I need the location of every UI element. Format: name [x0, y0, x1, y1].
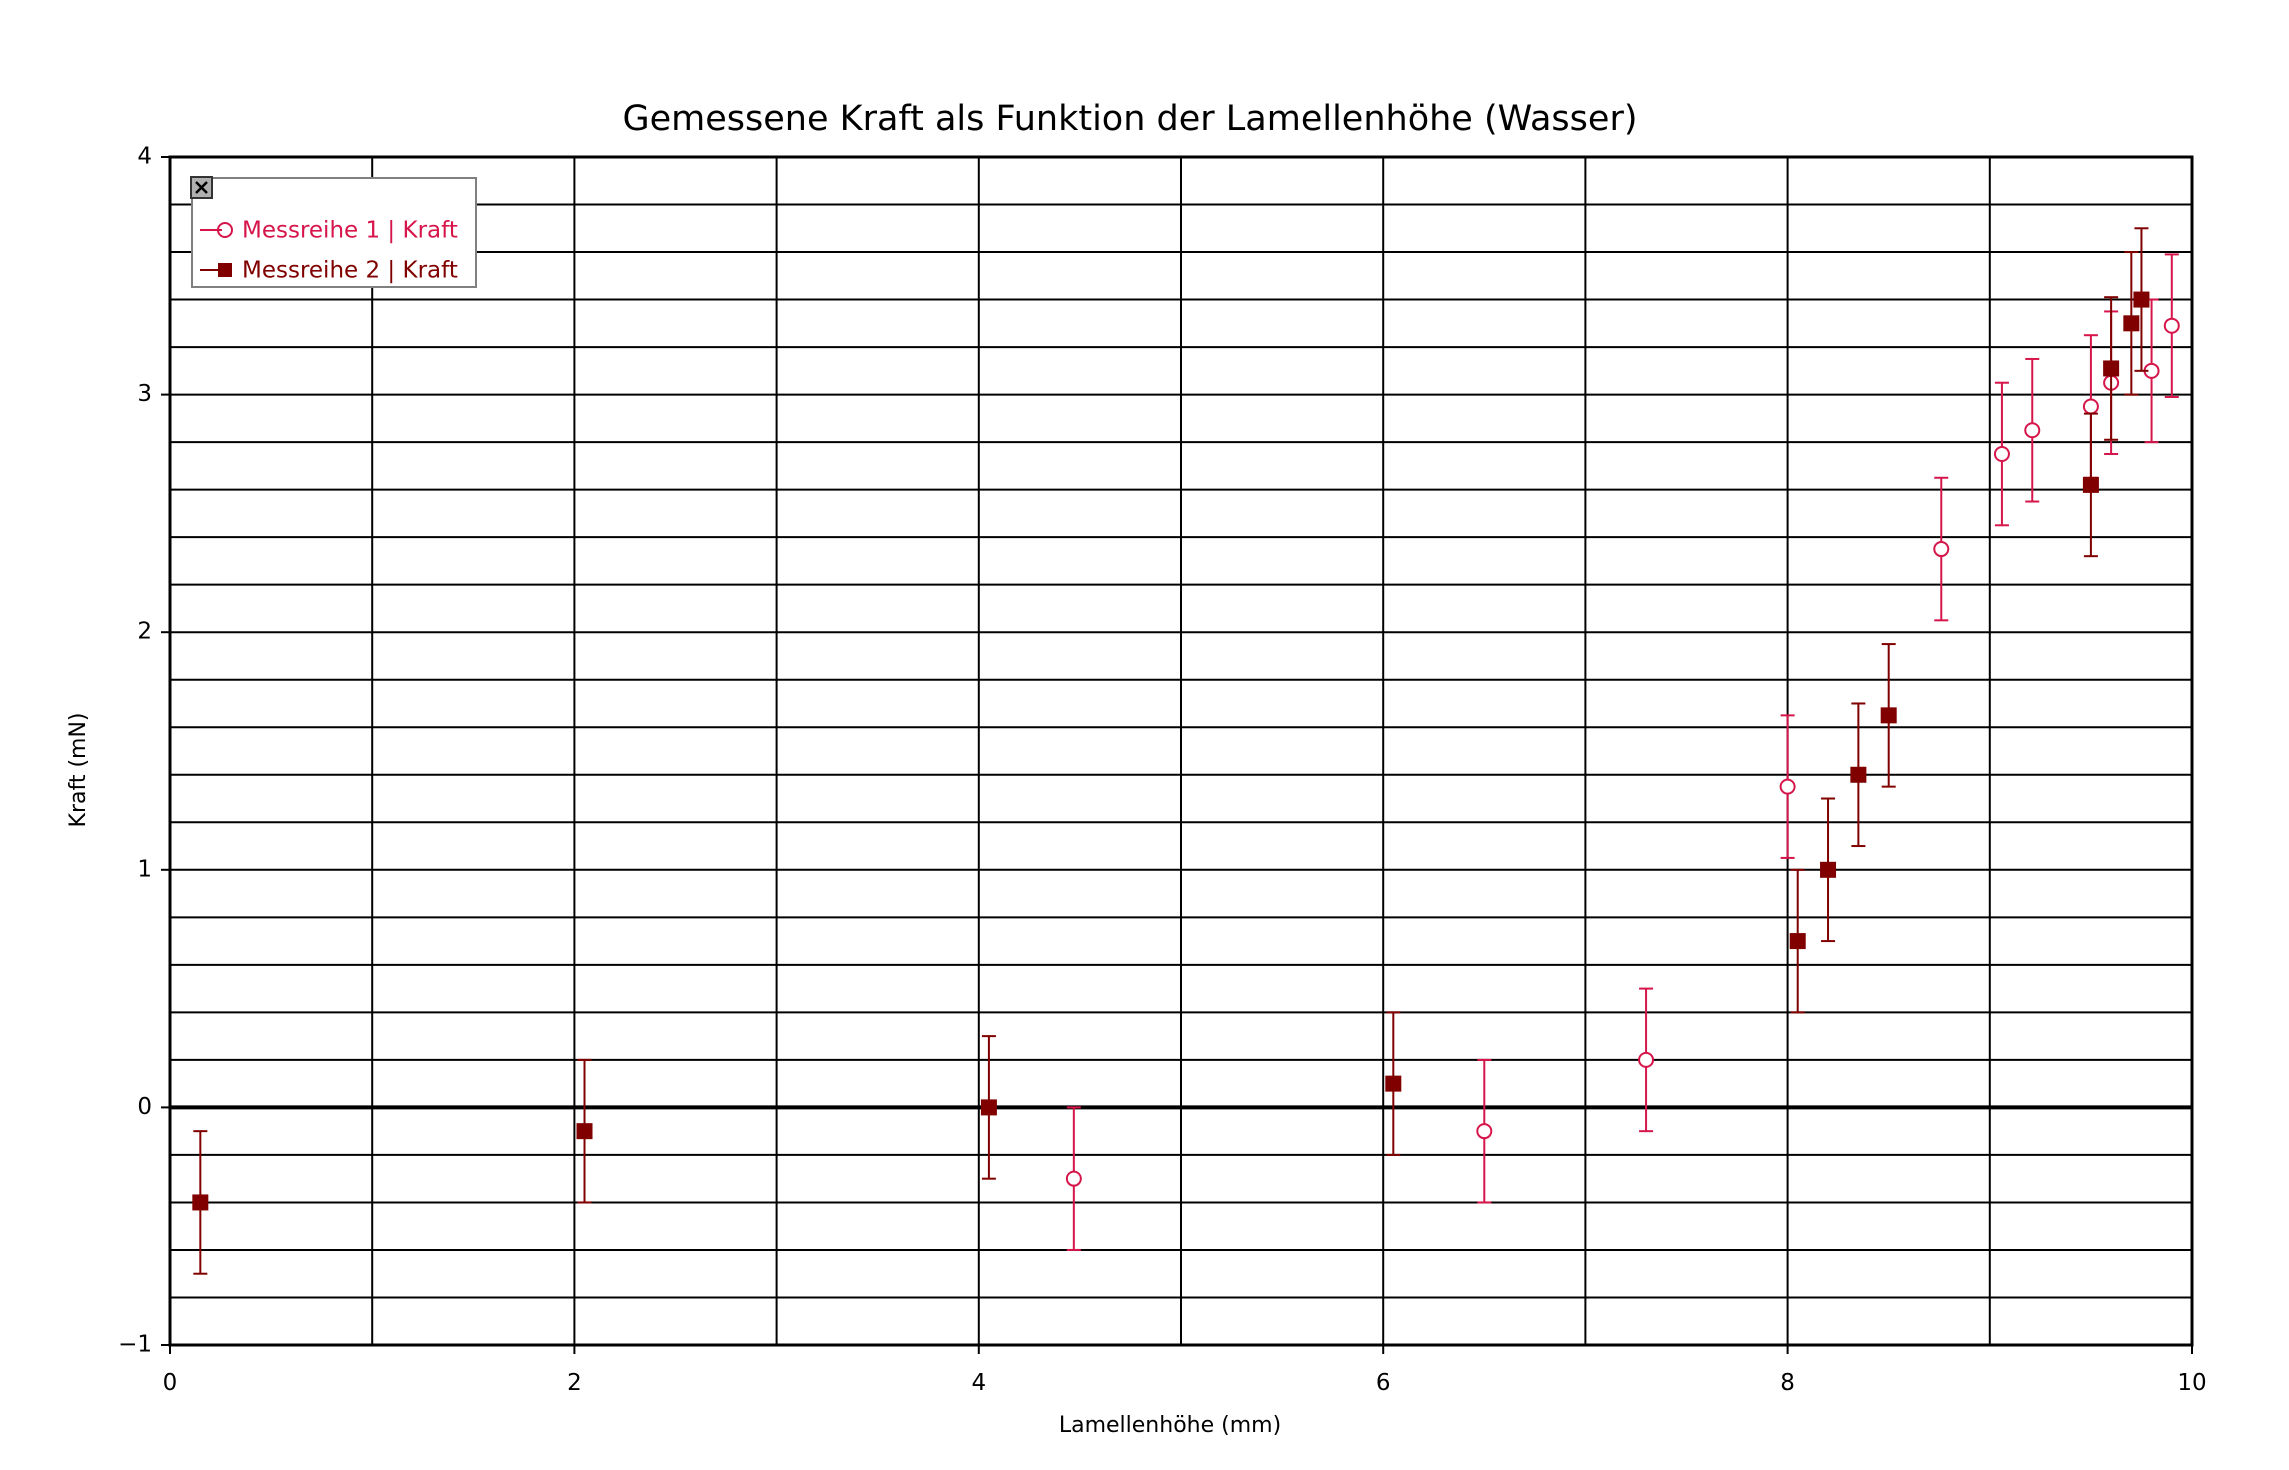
x-tick-label: 2 — [567, 1370, 582, 1396]
legend-box — [191, 177, 477, 288]
series-layer — [192, 227, 2180, 1275]
data-point — [1993, 446, 2010, 462]
data-point-group — [2133, 227, 2150, 372]
data-point — [2123, 315, 2140, 332]
data-point — [1880, 707, 1897, 724]
data-point — [1820, 861, 1837, 878]
chart-title: Gemessene Kraft als Funktion der Lamelle… — [623, 99, 1638, 139]
data-point — [1933, 541, 1950, 558]
data-point — [2133, 291, 2150, 308]
data-point — [1779, 778, 1796, 795]
data-point-group — [980, 1035, 997, 1180]
data-point-group — [1476, 1058, 1493, 1204]
data-point — [1789, 933, 1806, 950]
data-point-group — [2082, 412, 2099, 558]
legend-entry-series-2: Messreihe 2 | Kraft — [200, 258, 458, 284]
data-point — [1476, 1123, 1493, 1140]
data-point-group — [1850, 702, 1867, 848]
data-point — [1385, 1075, 1402, 1092]
data-point-group — [2103, 296, 2120, 441]
x-axis-ticks: 0 2 4 6 8 10 — [163, 1345, 2207, 1396]
y-tick-label: 4 — [137, 144, 152, 170]
legend-label-series-2: Messreihe 2 | Kraft — [242, 258, 458, 284]
y-tick-label: 0 — [137, 1094, 152, 1120]
legend-marker-series-2 — [218, 263, 232, 277]
data-point — [980, 1099, 997, 1116]
data-point-group — [576, 1058, 593, 1204]
legend-entry-series-1: Messreihe 1 | Kraft — [200, 218, 458, 244]
y-axis-label: Kraft (mN) — [66, 713, 91, 828]
legend-marker-series-1 — [217, 222, 233, 238]
series-1 — [1065, 253, 2180, 1251]
plot-frame — [168, 155, 2194, 1347]
data-point — [2082, 398, 2099, 415]
x-tick-label: 4 — [971, 1370, 986, 1396]
data-point — [2024, 422, 2041, 439]
legend-label-series-1: Messreihe 1 | Kraft — [242, 218, 458, 244]
data-point — [1065, 1170, 1082, 1187]
data-point — [1638, 1051, 1655, 1068]
y-axis-ticks: −1 0 1 2 3 4 — [118, 144, 170, 1358]
data-point — [2163, 317, 2180, 334]
data-point-group — [1880, 643, 1897, 788]
data-point-group — [1993, 381, 2010, 527]
x-tick-label: 0 — [163, 1370, 178, 1396]
series-2 — [192, 227, 2150, 1275]
y-tick-label: 3 — [137, 381, 152, 407]
x-tick-label: 10 — [2177, 1370, 2206, 1396]
data-point — [576, 1123, 593, 1140]
data-point — [2103, 360, 2120, 377]
x-tick-label: 8 — [1780, 1370, 1795, 1396]
data-point — [1850, 766, 1867, 783]
plot-border — [168, 155, 2194, 1347]
legend-close-button[interactable] — [190, 176, 213, 199]
grid — [170, 157, 2192, 1345]
data-point-group — [1789, 868, 1806, 1014]
data-point-group — [2024, 357, 2041, 503]
data-point-group — [1385, 1011, 1402, 1156]
data-point-group — [1638, 987, 1655, 1133]
data-point-group — [192, 1130, 209, 1275]
x-tick-label: 6 — [1376, 1370, 1391, 1396]
data-point-group — [1820, 797, 1837, 943]
x-axis-label: Lamellenhöhe (mm) — [1059, 1413, 1281, 1438]
data-point — [2082, 476, 2099, 493]
data-point — [192, 1194, 209, 1211]
data-point-group — [1065, 1106, 1082, 1251]
y-tick-label: −1 — [118, 1332, 152, 1358]
data-point-group — [1779, 714, 1796, 859]
close-icon-glyph — [195, 181, 208, 194]
y-tick-label: 2 — [137, 619, 152, 645]
legend: Messreihe 1 | Kraft Messreihe 2 | Kraft — [190, 176, 477, 288]
data-point-group — [1933, 476, 1950, 622]
y-tick-label: 1 — [137, 856, 152, 882]
data-point-group — [2163, 253, 2180, 398]
data-point-group — [2123, 251, 2140, 396]
